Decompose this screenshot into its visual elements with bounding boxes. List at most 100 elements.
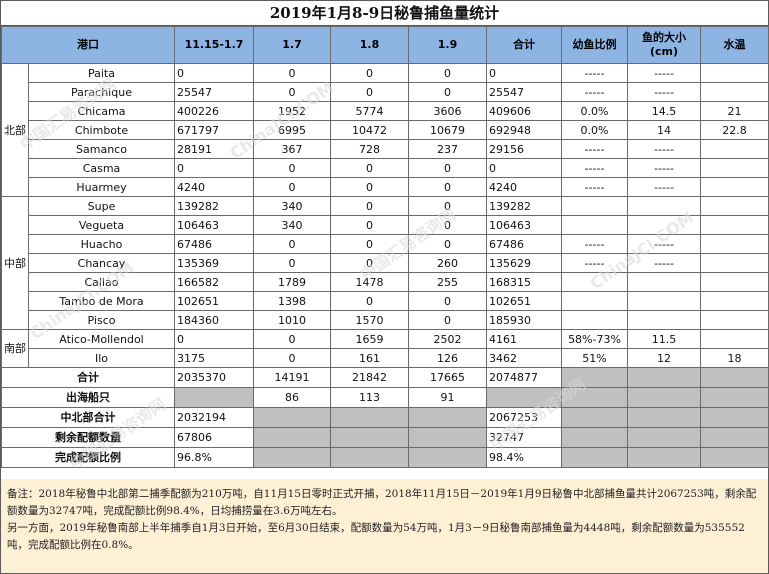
cell-period: 28191	[174, 139, 254, 159]
empty-cell	[174, 387, 254, 408]
cell-day-1-7: 0	[253, 63, 331, 83]
cell-total: 29156	[486, 139, 562, 159]
summary-row-central-north: 中北部合计 2032194 2067253	[1, 407, 769, 428]
header-port: 港口	[1, 26, 175, 64]
cell-day-1-8: 0	[330, 215, 409, 235]
cell-day-1-8: 1659	[330, 329, 409, 349]
cell-total: 185930	[486, 310, 562, 330]
cell-total: 409606	[486, 101, 562, 121]
cell-juvenile	[561, 215, 628, 235]
table-row: Vegueta 106463 340 0 0 106463	[2, 215, 769, 235]
page-title: 2019年1月8-9日秘鲁捕鱼量统计	[1, 1, 768, 26]
cell-day-1-7: 86	[253, 387, 331, 408]
header-water-temp: 水温	[700, 26, 769, 64]
cell-day-1-7: 0	[253, 82, 331, 102]
empty-cell	[700, 367, 769, 388]
header-total: 合计	[486, 26, 562, 64]
cell-juvenile: -----	[561, 158, 628, 178]
summary-label: 完成配额比例	[1, 447, 175, 468]
port-name: Samanco	[28, 139, 175, 159]
cell-day-1-8: 5774	[330, 101, 409, 121]
header-day-1-7: 1.7	[253, 26, 331, 64]
cell-day-1-9: 0	[408, 63, 487, 83]
empty-cell	[561, 427, 628, 448]
cell-temp	[700, 329, 769, 349]
empty-cell	[408, 407, 487, 428]
header-day-1-9: 1.9	[408, 26, 487, 64]
cell-juvenile: -----	[561, 253, 628, 273]
region-label: 中部	[1, 196, 29, 330]
port-name: Parachique	[28, 82, 175, 102]
cell-size: -----	[627, 139, 701, 159]
cell-total: 32747	[486, 427, 562, 448]
cell-size	[627, 291, 701, 311]
cell-day-1-8: 1478	[330, 272, 409, 292]
port-name: Casma	[28, 158, 175, 178]
summary-label: 出海船只	[1, 387, 175, 408]
port-name: Callao	[28, 272, 175, 292]
empty-cell	[253, 447, 331, 468]
cell-total: 0	[486, 158, 562, 178]
cell-day-1-8: 728	[330, 139, 409, 159]
cell-period: 135369	[174, 253, 254, 273]
cell-period: 102651	[174, 291, 254, 311]
cell-total: 139282	[486, 196, 562, 216]
port-name: Vegueta	[28, 215, 175, 235]
cell-day-1-9: 0	[408, 158, 487, 178]
cell-day-1-7: 1789	[253, 272, 331, 292]
table-body: 北部 Paita 0 0 0 0 0 ----- ----- Parachique 25547 0 0 0…	[1, 63, 769, 468]
summary-row-total: 合计 2035370 14191 21842 17665 2074877	[1, 367, 769, 388]
cell-period: 96.8%	[174, 447, 254, 468]
note-paragraph-1: 备注：2018年秘鲁中北部第二捕季配额为210万吨，自11月15日零时正式开捕，…	[7, 488, 757, 517]
cell-temp	[700, 272, 769, 292]
empty-cell	[561, 387, 628, 408]
table-row: Tambo de Mora 102651 1398 0 0 102651	[2, 291, 769, 311]
cell-period: 106463	[174, 215, 254, 235]
cell-size: -----	[627, 63, 701, 83]
empty-cell	[486, 387, 562, 408]
cell-total: 135629	[486, 253, 562, 273]
cell-temp	[700, 158, 769, 178]
cell-juvenile: -----	[561, 63, 628, 83]
table-row: Samanco 28191 367 728 237 29156 ----- -----	[2, 139, 769, 159]
cell-period: 2035370	[174, 367, 254, 388]
cell-juvenile	[561, 291, 628, 311]
cell-temp	[700, 196, 769, 216]
cell-period: 0	[174, 329, 254, 349]
table-row: Chicama 400226 1952 5774 3606 409606 0.0% 14.5 2…	[2, 101, 769, 121]
table-row: 中部 Supe 139282 340 0 0 139282	[1, 196, 769, 330]
cell-size: 14	[627, 120, 701, 140]
empty-cell	[627, 407, 701, 428]
cell-total: 4240	[486, 177, 562, 197]
cell-total: 168315	[486, 272, 562, 292]
cell-size: -----	[627, 82, 701, 102]
cell-day-1-7: 0	[253, 234, 331, 254]
cell-juvenile: -----	[561, 82, 628, 102]
cell-day-1-9: 126	[408, 348, 487, 368]
cell-juvenile: -----	[561, 177, 628, 197]
cell-juvenile: 58%-73%	[561, 329, 628, 349]
cell-day-1-7: 0	[253, 253, 331, 273]
empty-cell	[700, 407, 769, 428]
port-name: Ilo	[28, 348, 175, 368]
cell-day-1-8: 1570	[330, 310, 409, 330]
cell-size: -----	[627, 177, 701, 197]
cell-period: 184360	[174, 310, 254, 330]
cell-total: 4161	[486, 329, 562, 349]
empty-cell	[561, 447, 628, 468]
cell-day-1-8: 0	[330, 177, 409, 197]
cell-juvenile	[561, 310, 628, 330]
cell-day-1-8: 0	[330, 291, 409, 311]
cell-day-1-7: 0	[253, 329, 331, 349]
port-name: Supe	[28, 196, 175, 216]
table-row: 南部 Atico-Mollendol 0 0 1659 2502 4161 58%-73% 11…	[1, 329, 769, 368]
cell-size: -----	[627, 234, 701, 254]
cell-size	[627, 196, 701, 216]
cell-day-1-8: 161	[330, 348, 409, 368]
cell-juvenile: -----	[561, 139, 628, 159]
cell-day-1-8: 21842	[330, 367, 409, 388]
cell-juvenile: 0.0%	[561, 120, 628, 140]
cell-size: -----	[627, 253, 701, 273]
port-name: Pisco	[28, 310, 175, 330]
